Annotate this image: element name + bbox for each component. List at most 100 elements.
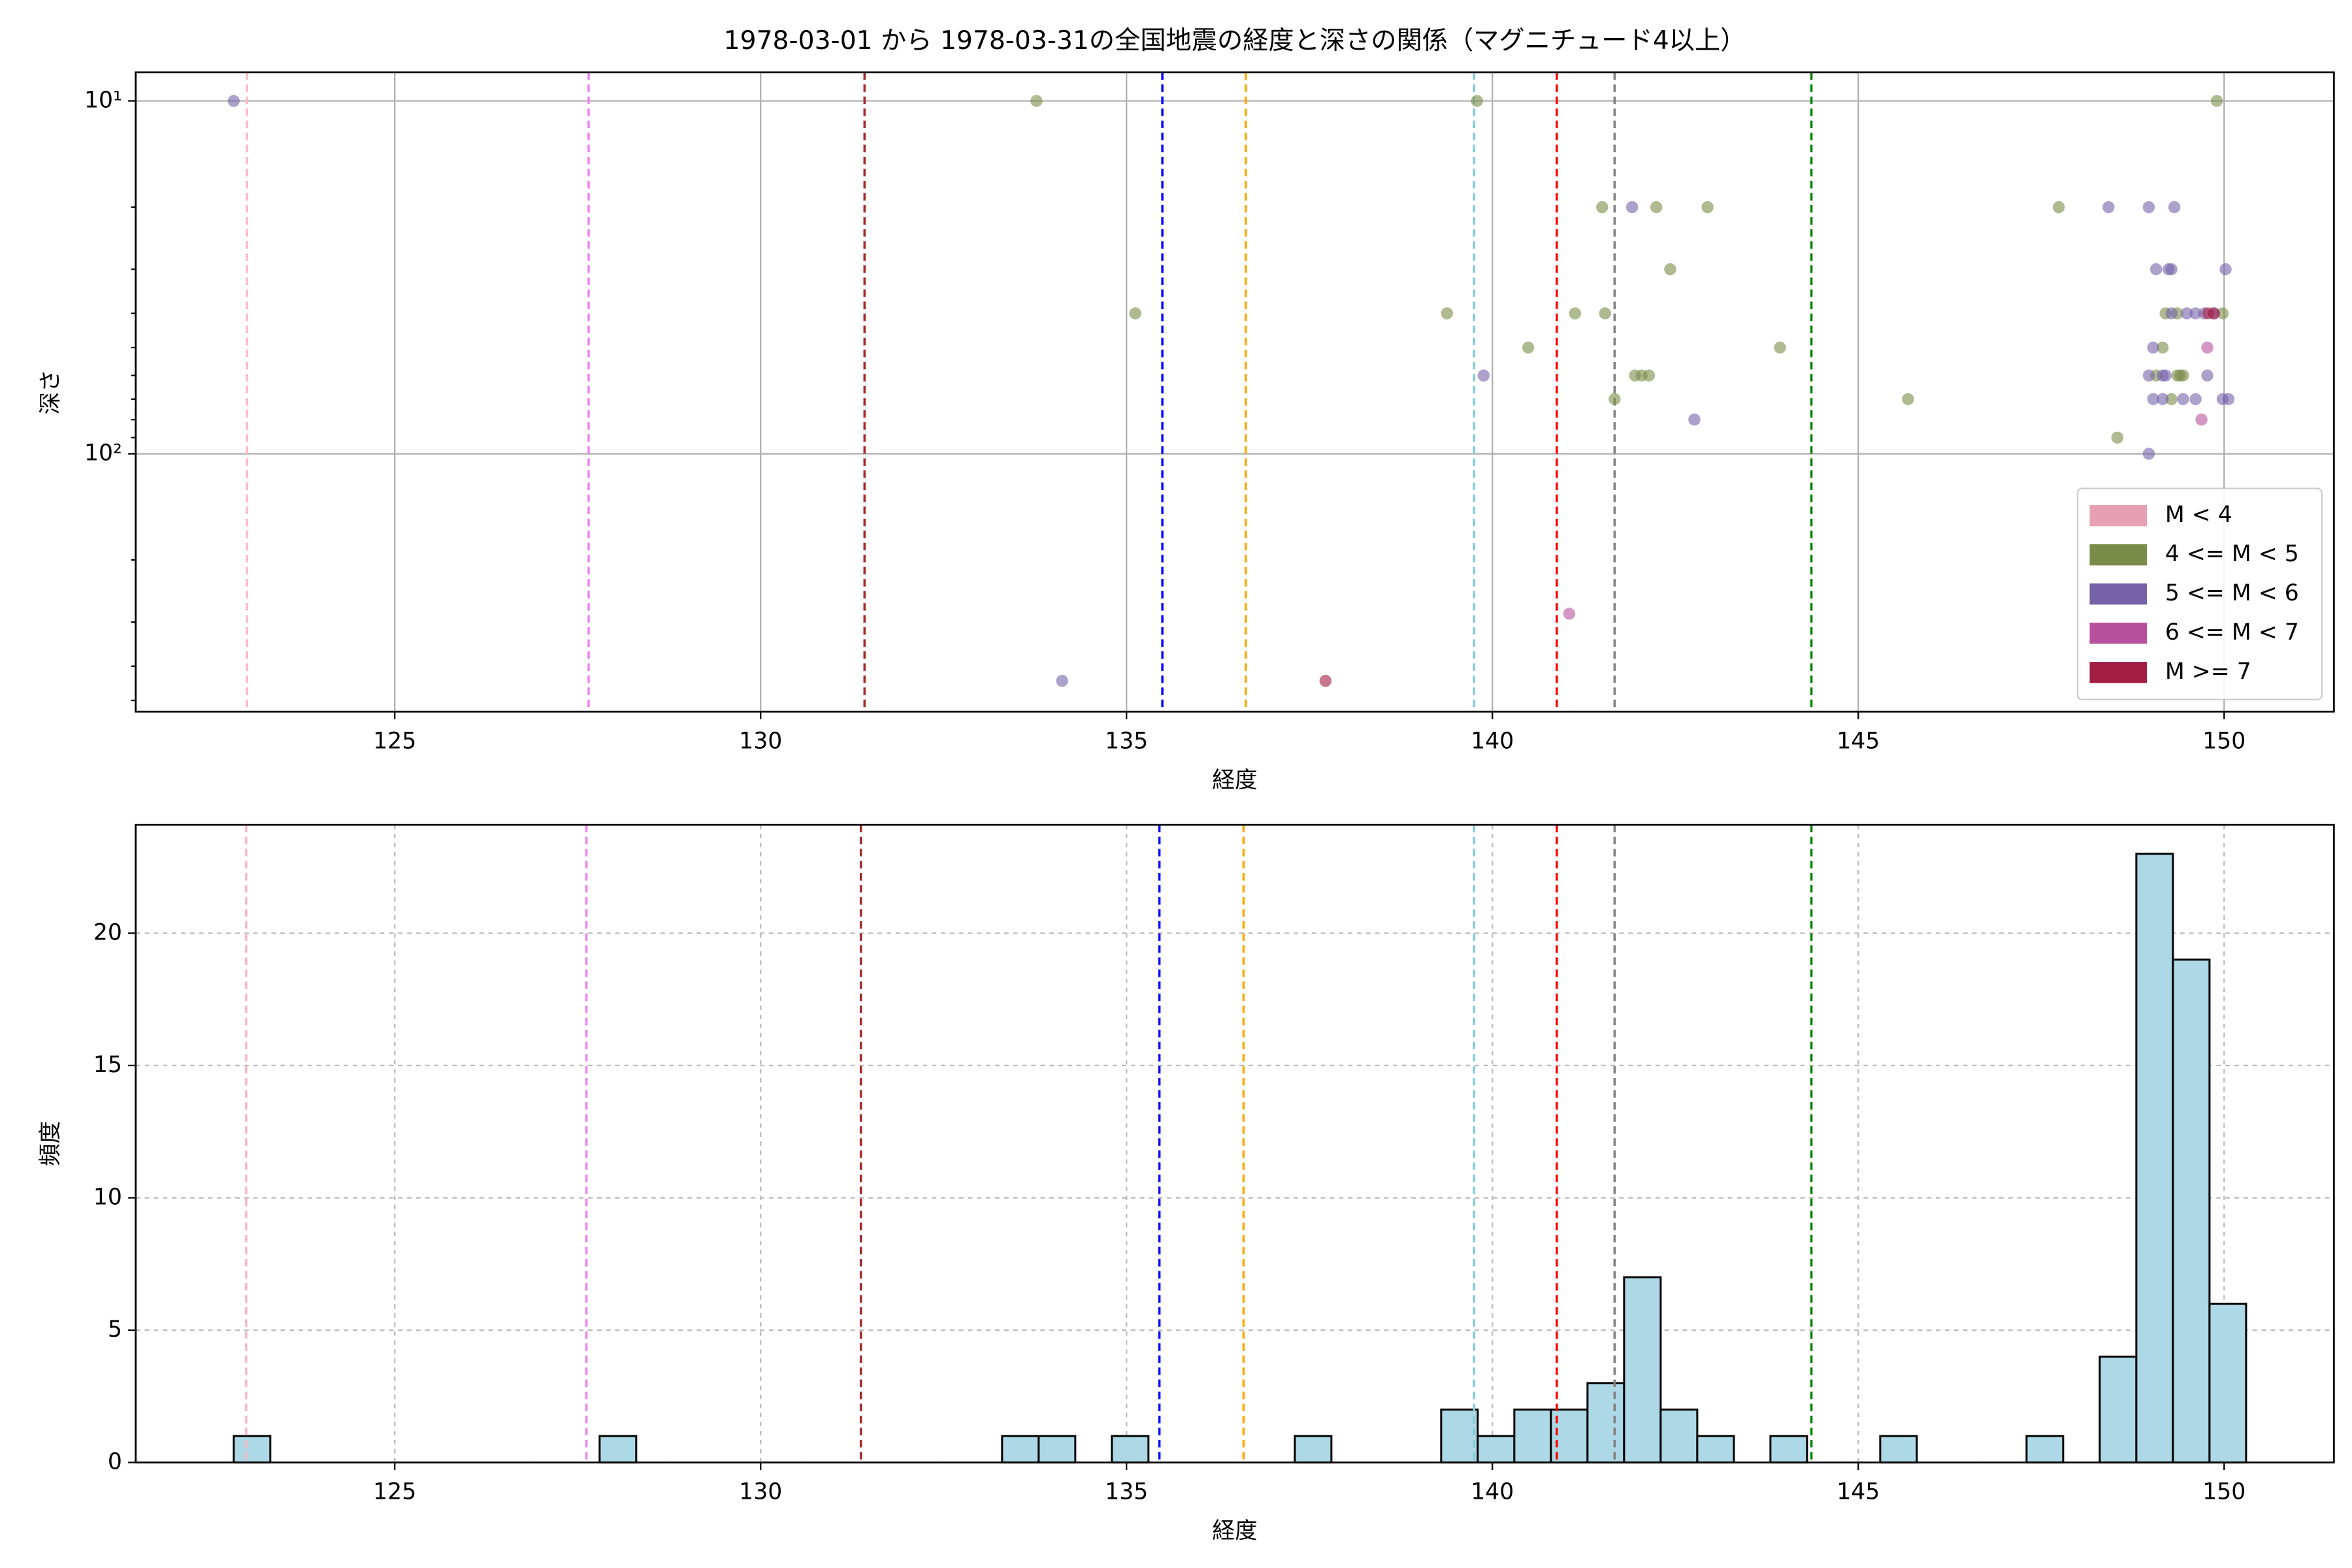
bar bbox=[1586, 1382, 1625, 1463]
chart-title: 1978-03-01 から 1978-03-31の全国地震の経度と深さの関係（マ… bbox=[724, 26, 1746, 56]
point bbox=[1471, 95, 1483, 107]
point bbox=[2219, 263, 2232, 276]
point bbox=[2195, 413, 2208, 426]
x-tick-label: 145 bbox=[1837, 1479, 1880, 1505]
point bbox=[2147, 341, 2159, 354]
point bbox=[2156, 341, 2169, 354]
point bbox=[1056, 674, 1068, 687]
point bbox=[2159, 369, 2172, 382]
x-tick-label: 130 bbox=[739, 728, 782, 754]
point bbox=[2168, 201, 2181, 214]
x-tick-label: 125 bbox=[373, 1479, 416, 1505]
x-tick-label: 130 bbox=[739, 1479, 782, 1505]
bar bbox=[2025, 1435, 2065, 1463]
axes-frame bbox=[135, 823, 2335, 1463]
point bbox=[2189, 393, 2202, 406]
legend-swatch bbox=[2089, 505, 2148, 527]
point bbox=[1902, 393, 1914, 406]
bar bbox=[2135, 853, 2174, 1463]
bar bbox=[2099, 1355, 2138, 1463]
point bbox=[1441, 307, 1454, 319]
bar bbox=[1696, 1435, 1735, 1463]
point bbox=[2142, 201, 2155, 214]
y-tick-label: 20 bbox=[93, 919, 122, 945]
point bbox=[2165, 307, 2178, 319]
point bbox=[2222, 393, 2235, 406]
x-tick-label: 125 bbox=[373, 728, 416, 754]
bar bbox=[233, 1435, 272, 1463]
y-tick-label: 5 bbox=[108, 1316, 122, 1343]
point bbox=[2149, 263, 2163, 276]
point bbox=[1642, 369, 1656, 382]
point bbox=[2165, 263, 2178, 276]
point bbox=[2210, 95, 2223, 107]
x-tick-label: 140 bbox=[1471, 728, 1514, 754]
bar bbox=[1037, 1435, 1077, 1463]
legend-swatch bbox=[2089, 662, 2148, 683]
point bbox=[2102, 201, 2115, 214]
point bbox=[1609, 393, 1621, 406]
point bbox=[2201, 369, 2213, 382]
bar bbox=[1623, 1276, 1662, 1463]
bar bbox=[1294, 1435, 1333, 1463]
point bbox=[2147, 393, 2159, 406]
point bbox=[1129, 307, 1141, 319]
point bbox=[1319, 674, 1332, 687]
bar bbox=[1440, 1408, 1479, 1463]
y-tick-label: 10 bbox=[93, 1184, 122, 1210]
point bbox=[1569, 307, 1582, 319]
x-axis-label: 経度 bbox=[1212, 1518, 1257, 1544]
bar bbox=[1477, 1435, 1516, 1463]
y-tick-label: 10² bbox=[84, 440, 122, 466]
legend-swatch bbox=[2089, 583, 2148, 605]
point bbox=[1774, 341, 1786, 354]
legend-label: 5 <= M < 6 bbox=[2165, 580, 2299, 606]
point bbox=[1030, 95, 1043, 107]
legend bbox=[2076, 487, 2323, 700]
x-tick-label: 135 bbox=[1105, 728, 1148, 754]
point bbox=[2165, 393, 2178, 406]
legend-label: M < 4 bbox=[2165, 502, 2232, 528]
point bbox=[2142, 448, 2155, 460]
point bbox=[2216, 307, 2229, 319]
y-axis-label: 深さ bbox=[37, 369, 63, 414]
point bbox=[1701, 201, 1714, 214]
legend-swatch bbox=[2089, 623, 2148, 644]
legend-label: 6 <= M < 7 bbox=[2165, 619, 2299, 645]
bar bbox=[2172, 958, 2211, 1463]
point bbox=[2156, 393, 2169, 406]
x-axis-label: 経度 bbox=[1212, 767, 1257, 793]
point bbox=[2142, 369, 2155, 382]
point bbox=[227, 95, 240, 107]
point bbox=[1596, 201, 1609, 214]
point bbox=[1650, 201, 1663, 214]
point bbox=[1599, 307, 1611, 319]
x-tick-label: 150 bbox=[2202, 728, 2246, 754]
point bbox=[2180, 307, 2193, 319]
point bbox=[1563, 608, 1576, 620]
point bbox=[1688, 413, 1701, 426]
bar bbox=[1001, 1435, 1040, 1463]
bar bbox=[598, 1435, 638, 1463]
x-tick-label: 145 bbox=[1837, 728, 1880, 754]
point bbox=[2174, 369, 2187, 382]
bar bbox=[1769, 1435, 1808, 1463]
point bbox=[1625, 201, 1639, 214]
legend-label: 4 <= M < 5 bbox=[2165, 541, 2299, 567]
bar bbox=[1111, 1435, 1150, 1463]
bar bbox=[2208, 1302, 2247, 1463]
y-tick-label: 10¹ bbox=[84, 87, 122, 113]
bar bbox=[1879, 1435, 1918, 1463]
x-tick-label: 150 bbox=[2202, 1479, 2246, 1505]
point bbox=[1477, 369, 1490, 382]
point bbox=[2111, 431, 2124, 444]
axes-frame bbox=[135, 71, 2335, 713]
point bbox=[1522, 341, 1535, 354]
bar bbox=[1659, 1408, 1699, 1463]
point bbox=[2189, 307, 2202, 319]
point bbox=[2208, 307, 2220, 319]
point bbox=[2177, 393, 2189, 406]
